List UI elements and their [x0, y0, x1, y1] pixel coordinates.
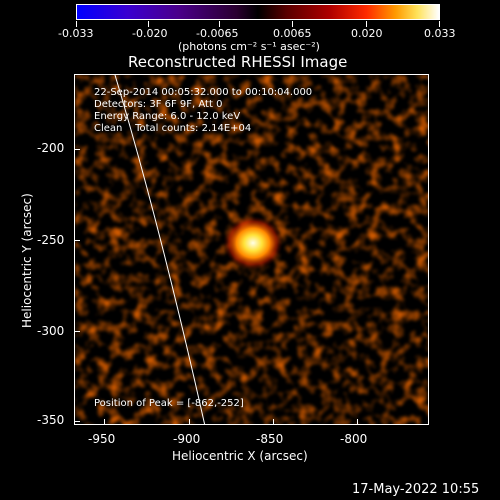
x-tick-label: -800 — [340, 432, 368, 446]
y-axis-label: Heliocentric Y (arcsec) — [20, 193, 34, 328]
colorbar-tick-label: -0.0065 — [196, 27, 239, 40]
colorbar-tick-label: 0.020 — [351, 27, 383, 40]
x-tick-label: -850 — [256, 432, 284, 446]
y-tick-label: -250 — [37, 233, 65, 247]
detectors: Detectors: 3F 6F 9F, Att 0 — [94, 99, 223, 110]
algorithm-counts: Clean Total counts: 2.14E+04 — [94, 123, 252, 134]
peak-position: Position of Peak = [-862,-252] — [94, 398, 244, 409]
colorbar-tick-label: 0.033 — [424, 27, 456, 40]
colorbar-tick-label: -0.033 — [58, 27, 94, 40]
colorbar-tick — [219, 21, 220, 27]
energy-range: Energy Range: 6.0 - 12.0 keV — [94, 111, 241, 122]
y-tick — [74, 149, 80, 150]
colorbar-tick — [76, 21, 77, 27]
colorbar — [76, 4, 440, 20]
render-timestamp: 17-May-2022 10:55 — [352, 482, 480, 497]
y-tick-label: -200 — [37, 141, 65, 155]
y-tick — [74, 331, 80, 332]
x-axis-label: Heliocentric X (arcsec) — [172, 449, 308, 463]
time-range: 22-Sep-2014 00:05:32.000 to 00:10:04.000 — [94, 87, 313, 98]
x-tick-label: -950 — [88, 432, 116, 446]
y-tick-label: -350 — [37, 413, 65, 427]
y-tick — [74, 421, 80, 422]
colorbar-tick-label: 0.0065 — [273, 27, 312, 40]
image-plot — [74, 74, 429, 425]
y-tick — [74, 240, 80, 241]
flare-source — [223, 216, 283, 270]
plot-title: Reconstructed RHESSI Image — [128, 53, 348, 71]
colorbar-tick — [439, 21, 440, 27]
colorbar-tick-label: -0.020 — [132, 27, 168, 40]
colorbar-tick — [366, 21, 367, 27]
x-tick — [273, 419, 274, 425]
rhessi-image — [75, 75, 428, 424]
y-tick-label: -300 — [37, 324, 65, 338]
x-tick-label: -900 — [173, 432, 201, 446]
colorbar-units: (photons cm⁻² s⁻¹ asec⁻²) — [178, 40, 320, 53]
solar-limb — [114, 75, 206, 424]
x-tick — [104, 419, 105, 425]
colorbar-tick — [148, 21, 149, 27]
x-tick — [357, 419, 358, 425]
x-tick — [189, 419, 190, 425]
colorbar-tick — [292, 21, 293, 27]
